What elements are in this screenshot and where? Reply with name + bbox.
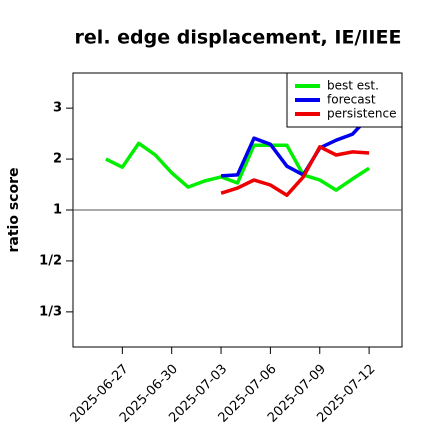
- legend-label: forecast: [327, 93, 376, 107]
- series-line: [220, 145, 370, 197]
- legend-label: best est.: [327, 79, 379, 93]
- y-tick-label: 2: [53, 152, 62, 167]
- plot-area: [105, 115, 371, 197]
- y-tick-label: 1/2: [39, 253, 62, 268]
- y-axis-label: ratio score: [6, 168, 22, 253]
- y-tick-label: 3: [53, 101, 62, 116]
- y-tick-label: 1: [53, 202, 62, 217]
- series-line: [105, 141, 371, 192]
- legend-label: persistence: [327, 107, 396, 121]
- chart-title: rel. edge displacement, IE/IIEE: [75, 27, 402, 49]
- series-line: [220, 115, 371, 178]
- y-tick-label: 1/3: [39, 304, 62, 319]
